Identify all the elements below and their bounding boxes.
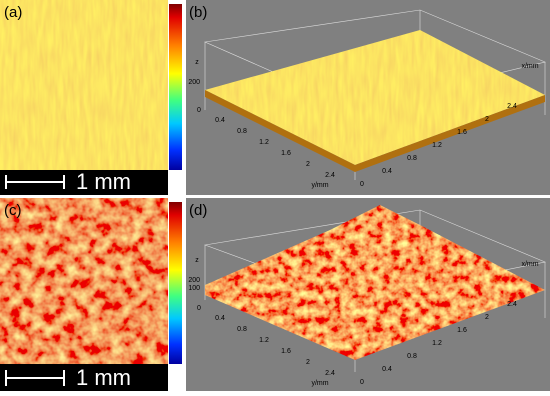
- axis-text: 1.6: [457, 327, 467, 334]
- scale-text: 1 mm: [76, 365, 131, 390]
- axis-text: y/mm: [311, 380, 328, 387]
- surface: [205, 205, 545, 360]
- panel-label: (b): [189, 4, 207, 21]
- axis-text: 2.4: [325, 172, 335, 179]
- axis-text: 2: [306, 161, 310, 168]
- axis-text: 2.4: [325, 370, 335, 377]
- scale-text: 1 mm: [76, 169, 131, 194]
- axis-text: 0.8: [237, 128, 247, 135]
- axis-text: z: [195, 257, 199, 264]
- axis-text: y/mm: [311, 182, 328, 189]
- axis-text: 0.4: [382, 168, 392, 175]
- micrograph: [0, 198, 168, 391]
- axis-text: 0: [197, 107, 201, 114]
- axis-text: 0: [360, 181, 364, 188]
- axis-text: z: [195, 59, 199, 66]
- axis-text: 0.4: [215, 315, 225, 322]
- axis-text: 0.4: [382, 366, 392, 373]
- axis-text: x/mm: [521, 63, 538, 70]
- axis-text: 2.4: [507, 301, 517, 308]
- axis-text: 0.8: [237, 326, 247, 333]
- axis-text: 0.8: [407, 353, 417, 360]
- axis-text: 2: [485, 314, 489, 321]
- axis-text: 0.4: [215, 117, 225, 124]
- scale-bar: [5, 175, 65, 189]
- panel-label: (d): [189, 202, 207, 219]
- axis-text: 1.6: [281, 150, 291, 157]
- surface-edge: [205, 90, 545, 172]
- axis-text: 200: [188, 79, 200, 86]
- colorbar: [169, 4, 182, 170]
- colorbar: [169, 202, 182, 364]
- panel-label: (a): [4, 4, 22, 21]
- axis-text: 1.2: [432, 340, 442, 347]
- axis-text: 1.6: [457, 129, 467, 136]
- axis-text: 1.2: [259, 139, 269, 146]
- axis-text: 2: [485, 116, 489, 123]
- micrograph: [0, 0, 168, 195]
- scale-bar: [5, 370, 65, 386]
- axis-text: 1.2: [432, 142, 442, 149]
- axis-text: 2.4: [507, 103, 517, 110]
- axis-text: x/mm: [521, 261, 538, 268]
- axis-text: 1.2: [259, 337, 269, 344]
- surface: [205, 30, 545, 165]
- axis-text: 100: [188, 285, 200, 292]
- axis-text: 0: [197, 305, 201, 312]
- panel-label: (c): [4, 202, 22, 219]
- axis-text: 2: [306, 359, 310, 366]
- axis-text: 200: [188, 277, 200, 284]
- axis-text: 0: [360, 379, 364, 386]
- axis-text: 0.8: [407, 155, 417, 162]
- axis-text: 1.6: [281, 348, 291, 355]
